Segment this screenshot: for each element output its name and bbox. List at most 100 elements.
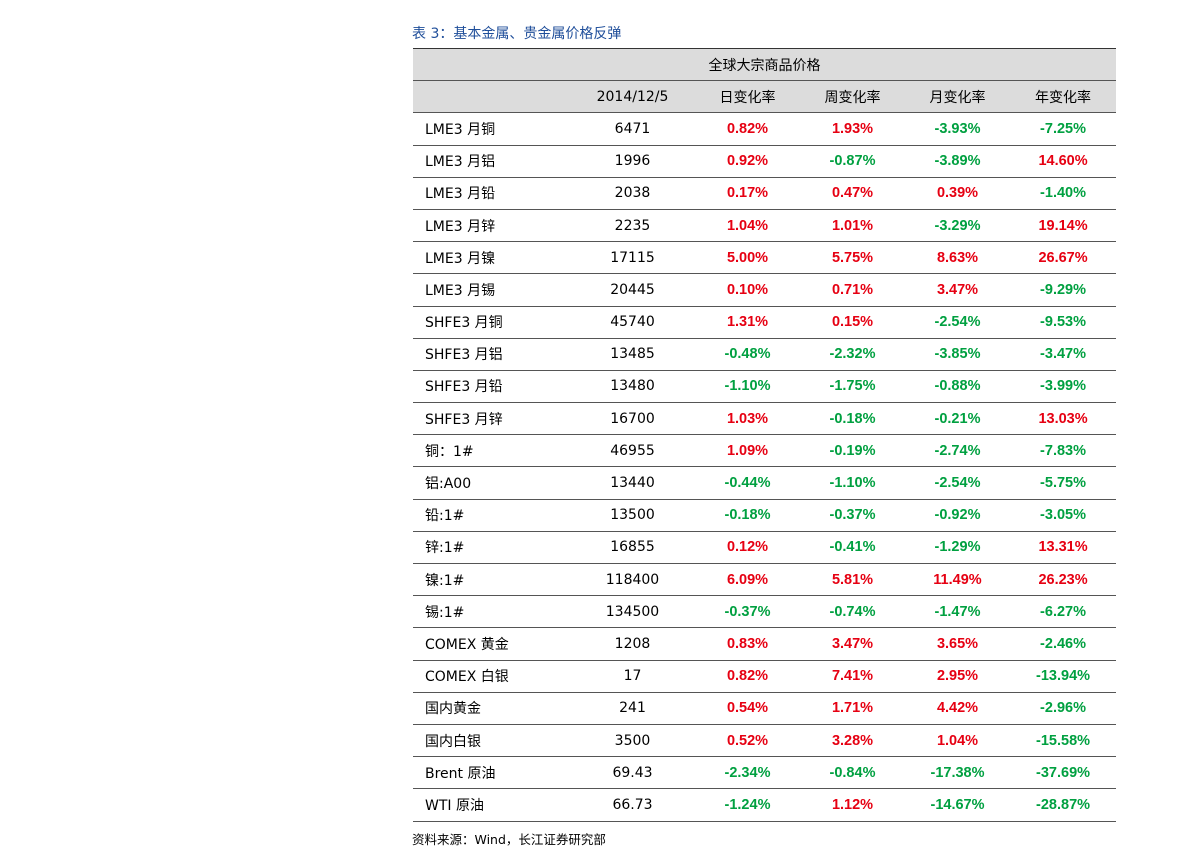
- change-cell: -0.44%: [695, 466, 800, 500]
- row-label: WTI 原油: [413, 788, 570, 822]
- row-label: SHFE3 月锌: [413, 402, 570, 436]
- change-cell: 0.17%: [695, 177, 800, 210]
- price-cell: 134500: [570, 595, 695, 629]
- row-label: SHFE3 月铅: [413, 370, 570, 404]
- group-header-row: 全球大宗商品价格: [413, 47, 1117, 82]
- change-cell: 0.82%: [695, 660, 800, 693]
- change-cell: -1.47%: [905, 595, 1010, 629]
- price-cell: 3500: [570, 724, 695, 758]
- change-cell: 0.92%: [695, 145, 800, 178]
- change-cell: 0.82%: [695, 112, 800, 146]
- price-cell: 16855: [570, 531, 695, 565]
- group-header: 全球大宗商品价格: [413, 47, 1117, 82]
- price-cell: 66.73: [570, 788, 695, 822]
- change-cell: -9.29%: [1010, 273, 1117, 307]
- change-cell: -0.21%: [905, 402, 1010, 436]
- change-cell: -0.18%: [695, 499, 800, 532]
- change-cell: -0.37%: [800, 499, 905, 532]
- change-cell: 8.63%: [905, 241, 1010, 275]
- change-cell: -0.19%: [800, 434, 905, 468]
- price-cell: 118400: [570, 563, 695, 597]
- change-cell: 3.28%: [800, 724, 905, 758]
- row-label: LME3 月铝: [413, 145, 570, 178]
- change-cell: -15.58%: [1010, 724, 1117, 758]
- change-cell: 0.47%: [800, 177, 905, 210]
- change-cell: -2.32%: [800, 338, 905, 371]
- table-row: SHFE3 月铝 13485 -0.48% -2.32% -3.85% -3.47%: [413, 338, 1117, 371]
- table-row: COMEX 黄金 1208 0.83% 3.47% 3.65% -2.46%: [413, 627, 1117, 661]
- change-cell: 11.49%: [905, 563, 1010, 597]
- change-cell: -3.89%: [905, 145, 1010, 178]
- change-cell: 5.00%: [695, 241, 800, 275]
- change-cell: -0.88%: [905, 370, 1010, 404]
- change-cell: -9.53%: [1010, 306, 1117, 339]
- row-label: SHFE3 月铝: [413, 338, 570, 371]
- change-cell: -7.25%: [1010, 112, 1117, 146]
- price-cell: 1208: [570, 627, 695, 661]
- row-label: 国内白银: [413, 724, 570, 758]
- table-row: LME3 月镍 17115 5.00% 5.75% 8.63% 26.67%: [413, 241, 1117, 275]
- change-cell: -0.37%: [695, 595, 800, 629]
- table-row: 铅:1# 13500 -0.18% -0.37% -0.92% -3.05%: [413, 499, 1117, 532]
- change-cell: -3.29%: [905, 209, 1010, 243]
- row-label: 铝:A00: [413, 466, 570, 500]
- change-cell: 1.12%: [800, 788, 905, 822]
- change-cell: -7.83%: [1010, 434, 1117, 468]
- row-label: COMEX 白银: [413, 660, 570, 693]
- change-cell: -28.87%: [1010, 788, 1117, 822]
- price-cell: 13485: [570, 338, 695, 371]
- change-cell: 0.10%: [695, 273, 800, 307]
- table-row: SHFE3 月铅 13480 -1.10% -1.75% -0.88% -3.99%: [413, 370, 1117, 404]
- price-cell: 2038: [570, 177, 695, 210]
- row-label: LME3 月镍: [413, 241, 570, 275]
- change-cell: 5.75%: [800, 241, 905, 275]
- change-cell: -2.54%: [905, 306, 1010, 339]
- price-cell: 17115: [570, 241, 695, 275]
- change-cell: -2.96%: [1010, 692, 1117, 725]
- change-cell: -2.74%: [905, 434, 1010, 468]
- column-header-row: 2014/12/5 日变化率 周变化率 月变化率 年变化率: [413, 80, 1117, 114]
- price-cell: 13500: [570, 499, 695, 532]
- row-label: 锡:1#: [413, 595, 570, 629]
- row-label: 铅:1#: [413, 499, 570, 532]
- change-cell: 0.83%: [695, 627, 800, 661]
- change-cell: 13.31%: [1010, 531, 1117, 565]
- change-cell: 0.71%: [800, 273, 905, 307]
- price-table: 全球大宗商品价格 2014/12/5 日变化率 周变化率 月变化率 年变化率 LME3 月…: [413, 47, 1117, 822]
- table-row: LME3 月锌 2235 1.04% 1.01% -3.29% 19.14%: [413, 209, 1117, 243]
- change-cell: -3.93%: [905, 112, 1010, 146]
- change-cell: -0.48%: [695, 338, 800, 371]
- change-cell: 2.95%: [905, 660, 1010, 693]
- row-label: LME3 月锡: [413, 273, 570, 307]
- change-cell: 1.09%: [695, 434, 800, 468]
- table-row: COMEX 白银 17 0.82% 7.41% 2.95% -13.94%: [413, 660, 1117, 693]
- change-cell: 0.52%: [695, 724, 800, 758]
- change-cell: 3.65%: [905, 627, 1010, 661]
- table-row: 镍:1# 118400 6.09% 5.81% 11.49% 26.23%: [413, 563, 1117, 597]
- change-cell: -0.74%: [800, 595, 905, 629]
- table-row: 铜：1# 46955 1.09% -0.19% -2.74% -7.83%: [413, 434, 1117, 468]
- table-row: WTI 原油 66.73 -1.24% 1.12% -14.67% -28.87%: [413, 788, 1117, 822]
- row-label: 铜：1#: [413, 434, 570, 468]
- change-cell: -0.87%: [800, 145, 905, 178]
- change-cell: -0.92%: [905, 499, 1010, 532]
- change-cell: -2.34%: [695, 756, 800, 790]
- column-header: 年变化率: [1010, 80, 1117, 114]
- change-cell: -5.75%: [1010, 466, 1117, 500]
- table-body: 全球大宗商品价格 2014/12/5 日变化率 周变化率 月变化率 年变化率 LME3 月…: [413, 47, 1117, 822]
- change-cell: 0.39%: [905, 177, 1010, 210]
- price-cell: 20445: [570, 273, 695, 307]
- price-cell: 13480: [570, 370, 695, 404]
- change-cell: 1.01%: [800, 209, 905, 243]
- table-row: 锌:1# 16855 0.12% -0.41% -1.29% 13.31%: [413, 531, 1117, 565]
- table-title: 表 3：基本金属、贵金属价格反弹: [412, 26, 622, 42]
- table-row: 国内黄金 241 0.54% 1.71% 4.42% -2.96%: [413, 692, 1117, 725]
- change-cell: 5.81%: [800, 563, 905, 597]
- column-header: 日变化率: [695, 80, 800, 114]
- change-cell: -1.29%: [905, 531, 1010, 565]
- change-cell: -3.47%: [1010, 338, 1117, 371]
- price-cell: 16700: [570, 402, 695, 436]
- change-cell: -0.84%: [800, 756, 905, 790]
- change-cell: 7.41%: [800, 660, 905, 693]
- price-cell: 69.43: [570, 756, 695, 790]
